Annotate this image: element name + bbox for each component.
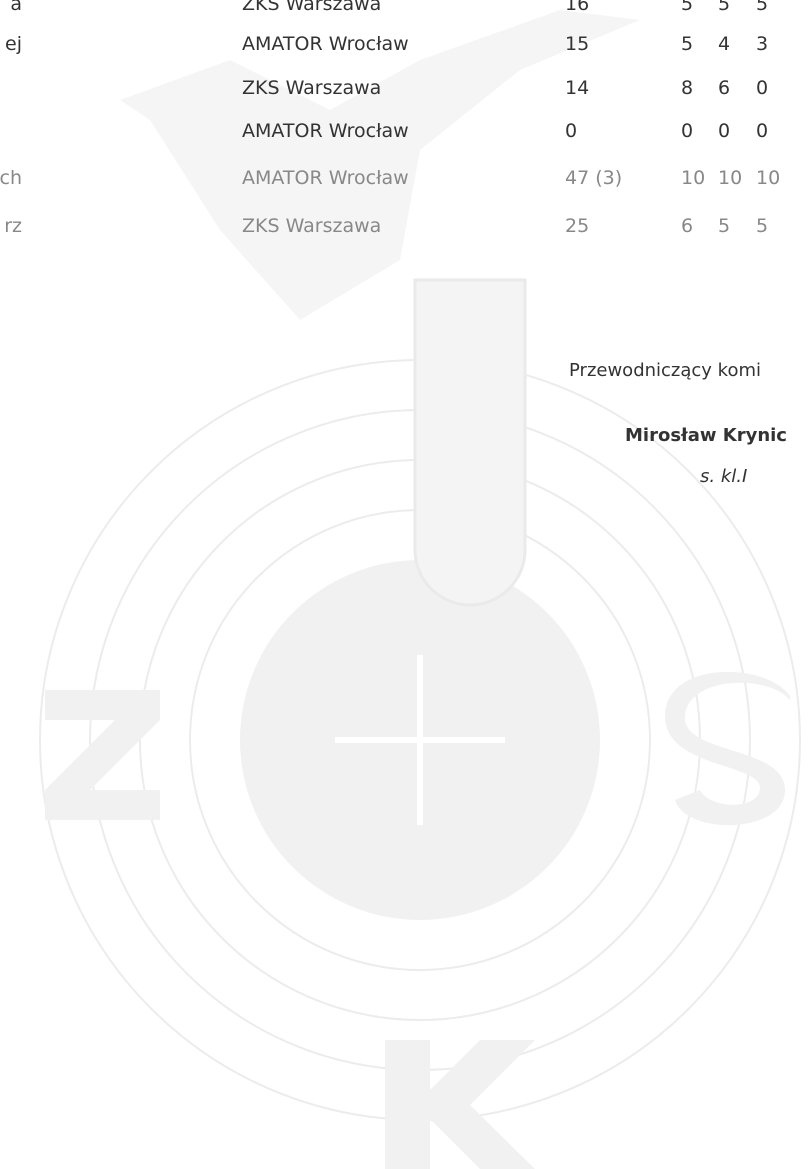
chair-name: Mirosław Krynic [625,425,787,446]
table-cell: 3 [756,32,768,56]
table-cell: rz [4,214,22,238]
page: a ZKS Warszawa 16 5 5 5 ej AMATOR Wrocław 15 5 4 3 Z… [0,0,810,1169]
chair-class: s. kl.I [700,466,747,487]
table-cell: 16 [565,0,589,16]
table-cell: ej [5,32,22,56]
table-cell: 8 [681,76,693,100]
table-cell: AMATOR Wrocław [242,166,409,190]
table-cell: 6 [718,76,730,100]
table-cell: 0 [756,76,768,100]
table-cell: AMATOR Wrocław [242,119,409,143]
table-cell: 15 [565,32,589,56]
table-cell: 10 [718,166,742,190]
table-cell: 10 [681,166,705,190]
table-cell: 5 [718,214,730,238]
table-cell: ZKS Warszawa [242,76,381,100]
table-cell: 5 [681,32,693,56]
table-cell: 0 [681,119,693,143]
table-cell: 5 [756,0,768,16]
table-cell: 25 [565,214,589,238]
table-cell: 5 [718,0,730,16]
table-cell: 0 [565,119,577,143]
table-cell: ZKS Warszawa [242,214,381,238]
table-cell: 4 [718,32,730,56]
table-cell: 5 [681,0,693,16]
table-cell: 0 [718,119,730,143]
table-cell: 6 [681,214,693,238]
table-cell: 14 [565,76,589,100]
table-cell: 0 [756,119,768,143]
table-cell: 47 (3) [565,166,622,190]
table-cell: ech [0,166,22,190]
table-cell: ZKS Warszawa [242,0,381,16]
table-cell: 10 [756,166,780,190]
table-cell: a [10,0,22,16]
chair-title: Przewodniczący komi [569,360,761,381]
table-cell: AMATOR Wrocław [242,32,409,56]
table-cell: 5 [756,214,768,238]
